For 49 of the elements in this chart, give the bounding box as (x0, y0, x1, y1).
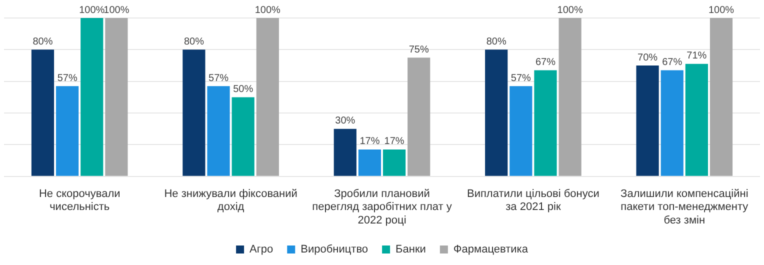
data-label: 17% (384, 136, 404, 148)
bar (408, 58, 430, 176)
bar (660, 70, 684, 176)
bar (510, 86, 532, 176)
x-tick-label: Не знижували фіксований дохід (164, 188, 298, 214)
bar (232, 97, 254, 176)
data-label: 100% (254, 4, 281, 16)
data-label: 80% (32, 36, 53, 48)
legend-label: Виробництво (300, 244, 368, 256)
bar (31, 50, 54, 176)
legend-label: Фармацевтика (453, 244, 529, 256)
bar (485, 50, 508, 176)
x-tick-label: Зробили плановий перегляд заробітних плат у 2022 році (312, 188, 452, 226)
data-label: 67% (535, 57, 556, 68)
data-label: 57% (208, 72, 229, 84)
data-label: 50% (233, 84, 254, 95)
bar (710, 18, 733, 176)
data-label: 17% (360, 136, 380, 148)
bar (685, 64, 708, 176)
bar (105, 18, 128, 176)
x-tick-label: Не скорочували чисельність (38, 188, 120, 214)
data-label: 100% (708, 4, 734, 16)
data-label: 100% (104, 4, 130, 16)
data-label: 75% (408, 44, 429, 56)
data-label: 30% (335, 116, 356, 127)
bar (334, 128, 356, 176)
data-label: 71% (686, 50, 707, 62)
data-label: 70% (638, 52, 658, 64)
bar (558, 18, 582, 176)
bar (182, 50, 206, 176)
bar (80, 18, 104, 176)
bar (358, 149, 382, 176)
data-label: 67% (662, 57, 682, 68)
x-tick-label: Виплатили цільові бонуси за 2021 рік (466, 188, 600, 214)
data-label: 80% (184, 36, 204, 48)
bar (56, 86, 79, 176)
data-label: 100% (557, 4, 583, 16)
legend-label: Банки (396, 244, 426, 256)
data-label: 100% (79, 4, 105, 16)
data-label: 80% (486, 36, 506, 48)
data-label: 57% (57, 72, 78, 84)
data-label: 57% (510, 72, 532, 84)
bar (256, 18, 279, 176)
x-tick-label: Залишили компенсаційні пакети топ-менеджменту без змін (620, 188, 749, 226)
bar (534, 70, 557, 176)
bar (207, 86, 230, 176)
bar (636, 66, 659, 176)
bar (382, 149, 406, 176)
legend-label: Агро (250, 244, 274, 256)
